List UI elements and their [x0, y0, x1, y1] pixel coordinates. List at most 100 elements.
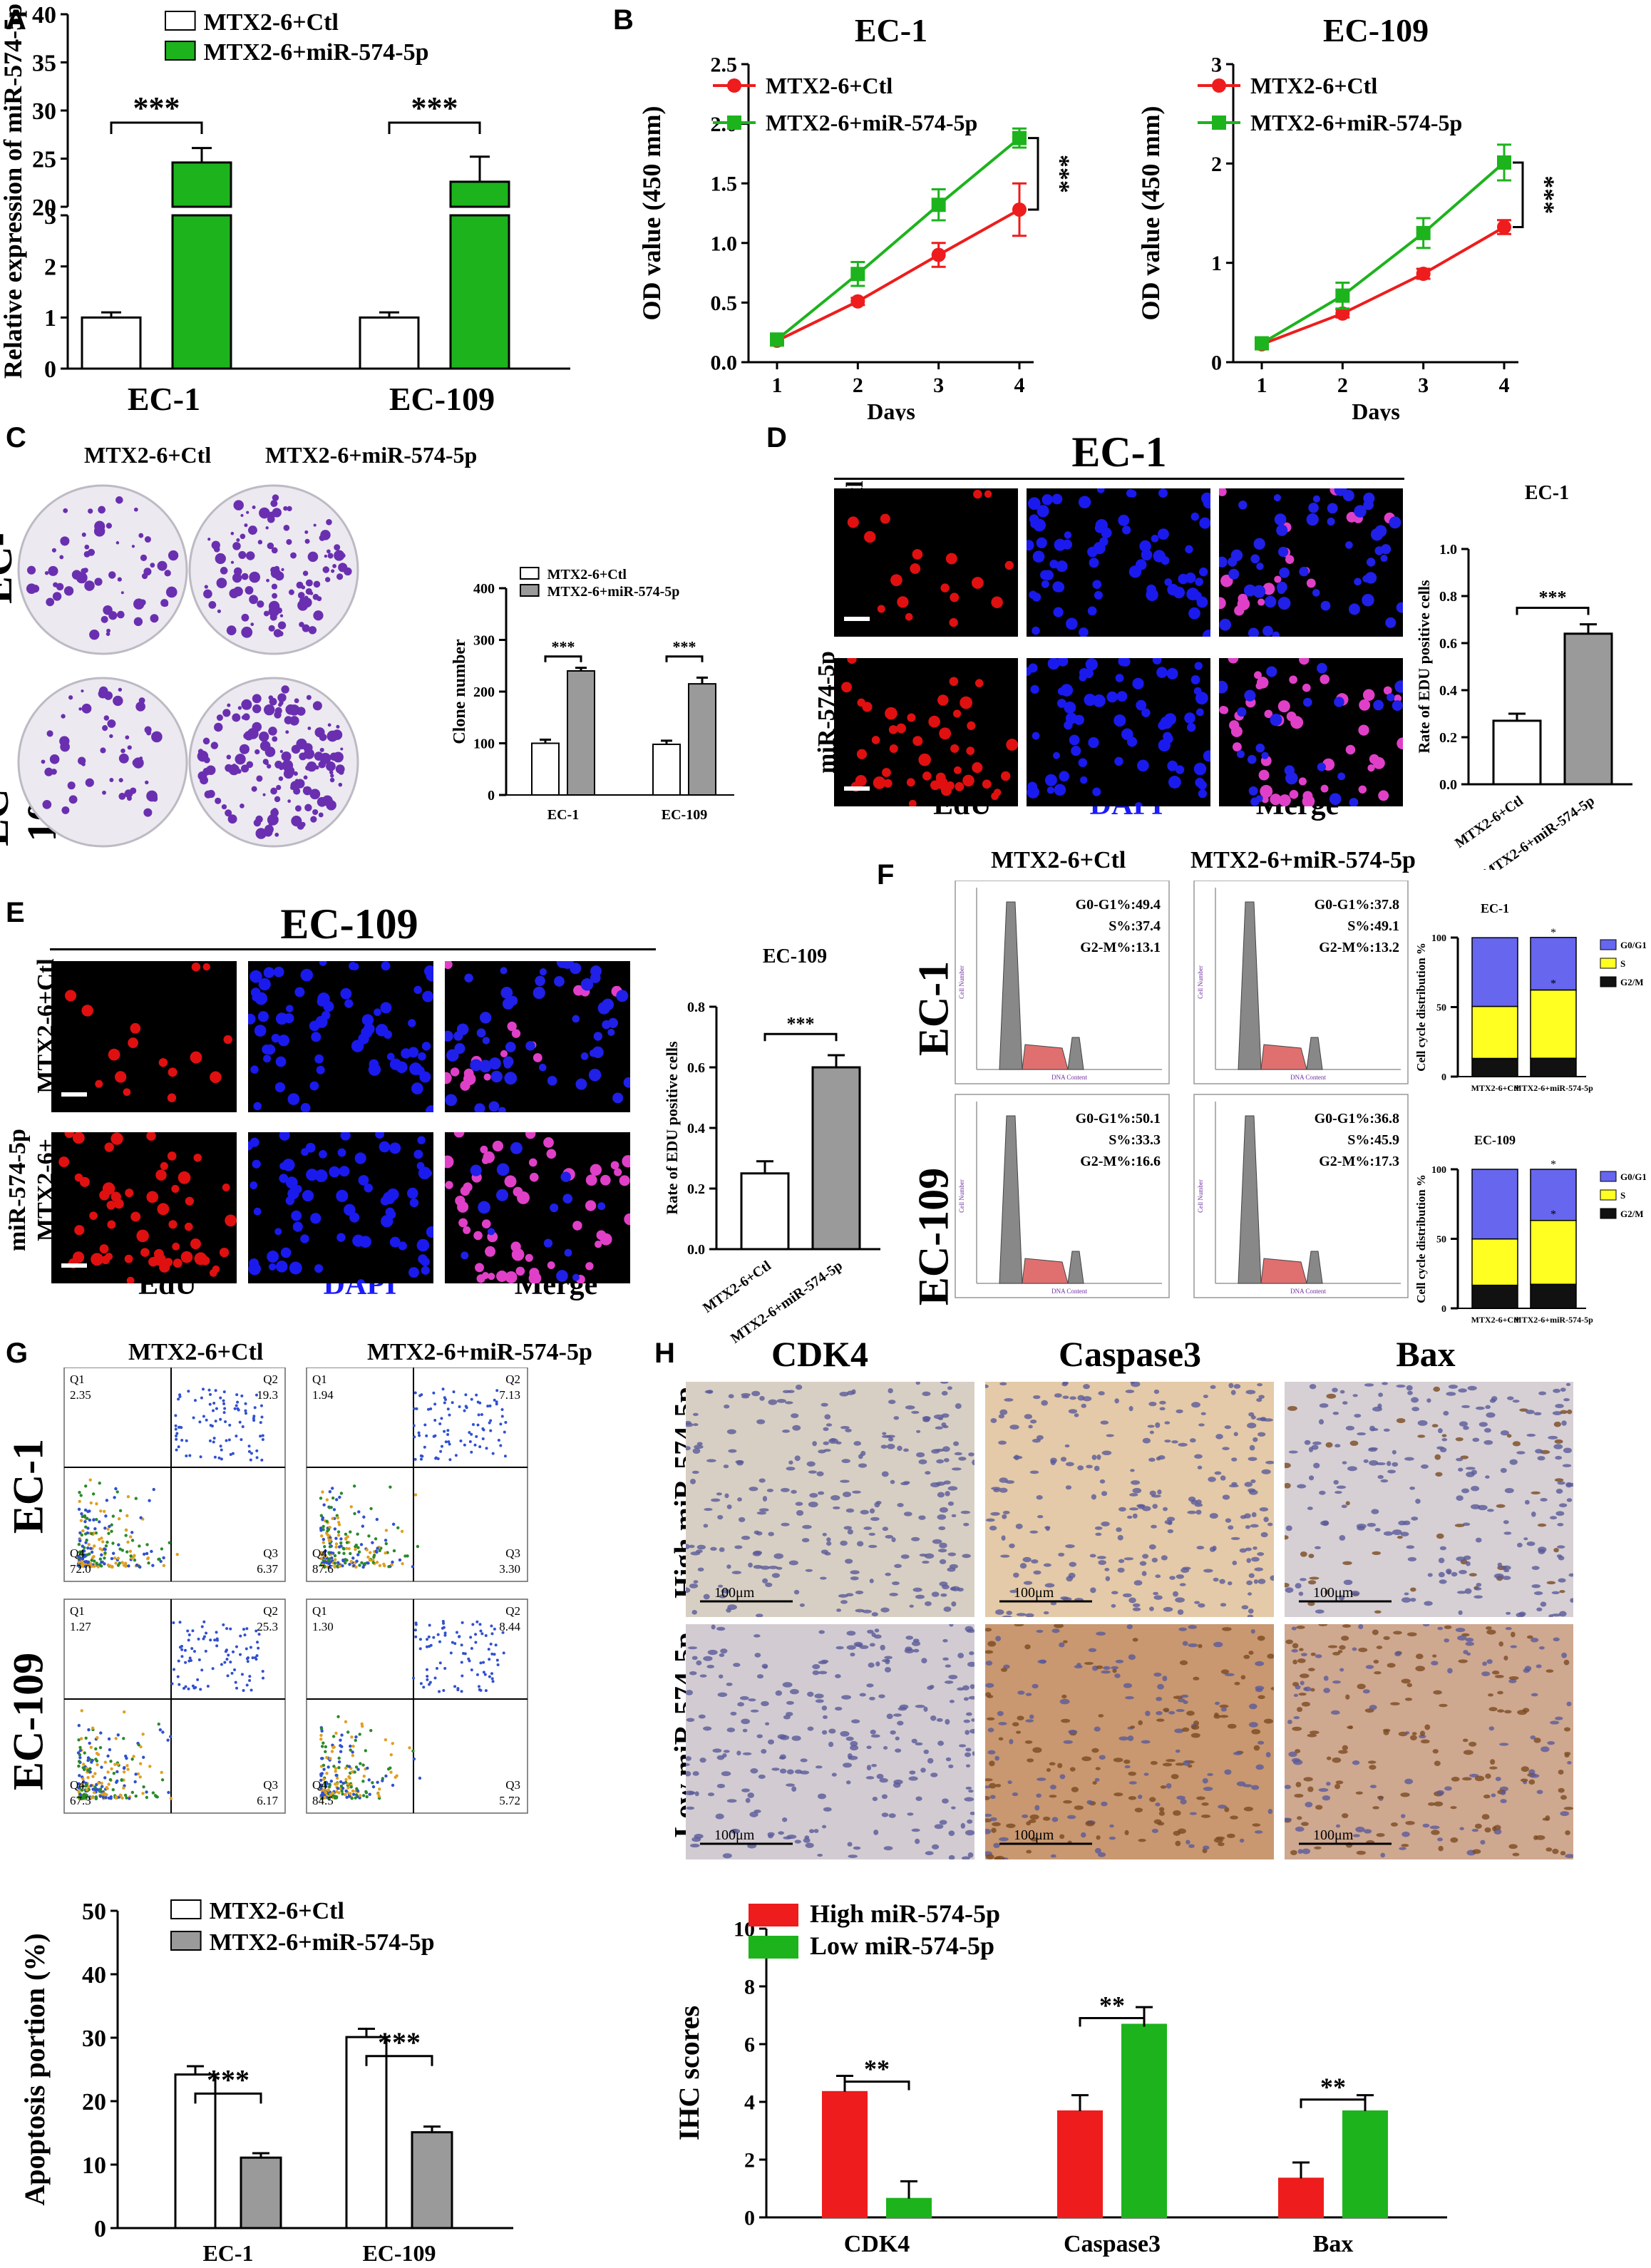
cell-nucleus — [985, 1692, 992, 1698]
cell-nucleus — [1049, 1795, 1057, 1798]
cell-nucleus — [1240, 1675, 1246, 1680]
c-xtick-label: EC-109 — [662, 807, 707, 823]
cell-nucleus — [890, 1730, 896, 1735]
cell-nucleus — [1545, 1847, 1553, 1852]
q4-label: Q4 — [312, 1778, 327, 1792]
event-dot — [94, 1797, 98, 1800]
cell-nucleus — [686, 1756, 691, 1761]
event-dot — [145, 1543, 149, 1546]
event-dot — [160, 1547, 164, 1551]
cell-nucleus — [575, 1078, 587, 1090]
event-dot — [124, 1528, 128, 1532]
h-tick-label: 6 — [744, 2033, 755, 2057]
cell-nucleus — [160, 1161, 168, 1170]
cell-nucleus — [871, 1763, 878, 1767]
event-dot — [242, 1688, 245, 1692]
h-xtick-label: Caspase3 — [1064, 2231, 1161, 2257]
colony-dot — [203, 589, 212, 599]
cell-nucleus — [1472, 1437, 1480, 1442]
event-dot — [204, 1649, 207, 1653]
cell-nucleus — [937, 694, 949, 706]
cell-nucleus — [1175, 765, 1185, 774]
cell-nucleus — [786, 1700, 794, 1705]
chart-c-clone-number: Clone number0100200300400EC-1***EC-109**… — [451, 567, 734, 823]
event-dot — [495, 1400, 498, 1404]
cell-nucleus — [1431, 1424, 1439, 1428]
cell-nucleus — [1196, 1546, 1205, 1550]
image-bg — [834, 488, 1018, 637]
event-dot — [432, 1636, 436, 1639]
cell-nucleus — [168, 1067, 178, 1077]
h-tick-label: 2 — [744, 2149, 755, 2172]
cell-nucleus — [588, 1068, 602, 1082]
cell-nucleus — [1401, 1844, 1409, 1847]
cell-nucleus — [1085, 658, 1098, 671]
event-dot — [197, 1637, 200, 1641]
cell-nucleus — [753, 1634, 761, 1638]
colony-dot — [202, 737, 210, 745]
cell-nucleus — [1467, 1385, 1477, 1391]
event-dot — [240, 1438, 243, 1442]
event-dot — [220, 1448, 223, 1452]
cell-nucleus — [1019, 1563, 1027, 1569]
ihc-bg — [686, 1624, 974, 1859]
cell-nucleus — [470, 1164, 482, 1176]
cell-nucleus — [870, 1517, 880, 1522]
cell-nucleus — [891, 1537, 896, 1543]
event-dot — [354, 1796, 357, 1800]
event-dot — [212, 1440, 215, 1444]
cell-nucleus — [337, 1148, 346, 1157]
colony-dot — [118, 753, 129, 764]
cell-nucleus — [1167, 760, 1178, 771]
cell-nucleus — [925, 1851, 934, 1855]
cell-nucleus — [597, 1202, 606, 1211]
cell-nucleus — [1095, 1767, 1101, 1770]
colony-dot — [102, 725, 108, 732]
cell-nucleus — [965, 1752, 972, 1758]
cell-nucleus — [742, 1728, 748, 1733]
cell-nucleus — [502, 997, 514, 1010]
colony-dot — [211, 540, 220, 550]
cell-nucleus — [1209, 1513, 1218, 1519]
event-dot — [319, 1774, 323, 1777]
cell-nucleus — [989, 1760, 995, 1767]
colony-dot — [299, 742, 305, 749]
chartF2-sig: * — [1550, 1209, 1556, 1221]
cell-nucleus — [903, 1448, 909, 1452]
cell-nucleus — [1209, 1546, 1215, 1552]
event-dot — [455, 1631, 458, 1634]
cell-nucleus — [945, 1757, 952, 1762]
colony-dot — [319, 733, 327, 742]
cell-nucleus — [1109, 1836, 1116, 1840]
cell-nucleus — [923, 1749, 930, 1755]
cell-nucleus — [306, 1169, 319, 1181]
cell-nucleus — [1000, 1554, 1010, 1558]
colony-dot — [304, 530, 309, 534]
event-dot — [219, 1417, 222, 1421]
cell-nucleus — [1069, 1396, 1076, 1400]
cell-nucleus — [924, 1553, 935, 1559]
cell-nucleus — [737, 1702, 745, 1707]
event-dot — [500, 1408, 504, 1412]
colony-dot — [251, 786, 257, 792]
cell-nucleus — [840, 1540, 848, 1546]
cell-nucleus — [1054, 538, 1066, 551]
cell-nucleus — [490, 1070, 503, 1083]
colony-dot — [88, 508, 93, 514]
cell-nucleus — [765, 1722, 770, 1726]
q1-value: 1.94 — [312, 1388, 334, 1402]
cell-nucleus — [1488, 1693, 1493, 1697]
cell-nucleus — [1392, 700, 1403, 712]
event-dot — [191, 1684, 195, 1688]
cell-nucleus — [1068, 1409, 1078, 1414]
event-dot — [354, 1565, 358, 1569]
cell-nucleus — [799, 1603, 805, 1607]
cell-nucleus — [1079, 627, 1089, 637]
cell-nucleus — [1032, 1747, 1042, 1753]
cell-nucleus — [1118, 1507, 1126, 1512]
event-dot — [413, 1628, 417, 1632]
cell-nucleus — [1203, 1395, 1208, 1398]
cell-nucleus — [1224, 1769, 1232, 1775]
cell-nucleus — [1196, 1796, 1205, 1800]
cell-nucleus — [1186, 722, 1196, 732]
